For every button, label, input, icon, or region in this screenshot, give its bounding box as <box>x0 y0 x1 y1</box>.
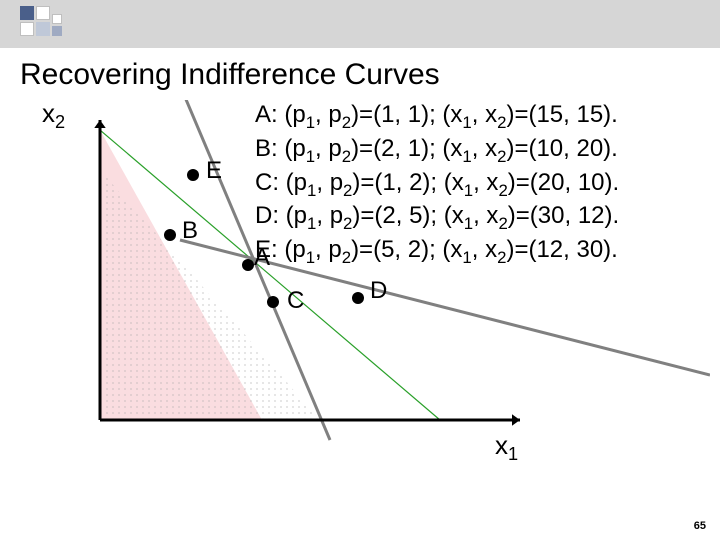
point-E <box>187 169 199 181</box>
accent-square <box>36 6 50 20</box>
header-bar <box>0 0 720 48</box>
page-title: Recovering Indifference Curves <box>20 58 440 92</box>
data-list: A: (p1, p2)=(1, 1); (x1, x2)=(15, 15).B:… <box>255 100 619 269</box>
point-label-B: B <box>182 217 198 244</box>
accent-square <box>52 14 62 24</box>
axis-x-label: x1 <box>495 430 518 465</box>
point-A <box>242 259 254 271</box>
data-row-E: E: (p1, p2)=(5, 2); (x1, x2)=(12, 30). <box>255 235 619 269</box>
data-row-C: C: (p1, p2)=(1, 2); (x1, x2)=(20, 10). <box>255 168 619 202</box>
accent-square <box>36 22 50 36</box>
point-C <box>267 296 279 308</box>
accent-square <box>52 26 62 36</box>
axis-y-label: x2 <box>42 98 65 133</box>
point-label-C: C <box>287 287 304 314</box>
point-B <box>164 229 176 241</box>
y-axis-arrow <box>94 120 105 128</box>
page-number: 65 <box>694 520 706 532</box>
point-D <box>352 292 364 304</box>
point-label-E: E <box>206 157 222 184</box>
data-row-B: B: (p1, p2)=(2, 1); (x1, x2)=(10, 20). <box>255 134 619 168</box>
x-axis-arrow <box>512 414 520 425</box>
point-label-D: D <box>370 277 387 304</box>
data-row-D: D: (p1, p2)=(2, 5); (x1, x2)=(30, 12). <box>255 201 619 235</box>
accent-square <box>20 22 34 36</box>
data-row-A: A: (p1, p2)=(1, 1); (x1, x2)=(15, 15). <box>255 100 619 134</box>
accent-square <box>20 6 34 20</box>
